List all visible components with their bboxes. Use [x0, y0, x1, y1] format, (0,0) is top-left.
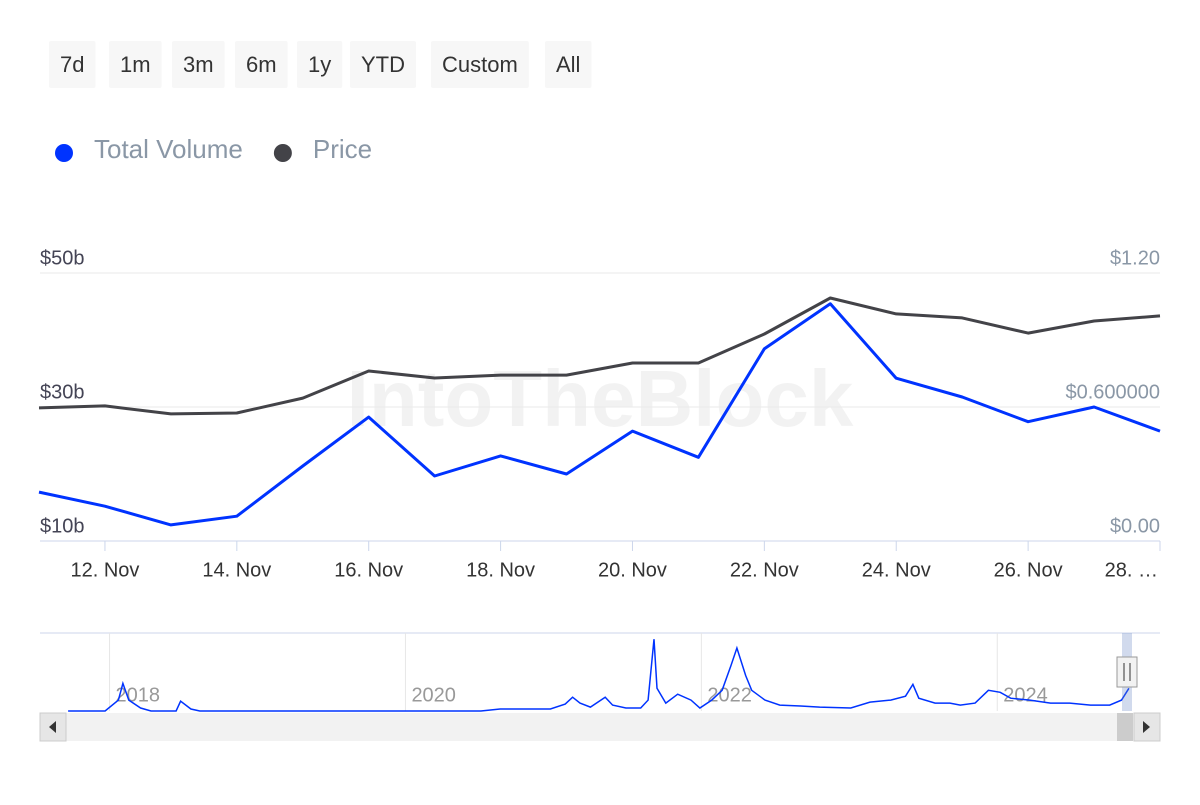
range-button[interactable]: 3m	[172, 41, 225, 88]
legend-label[interactable]: Total Volume	[94, 134, 243, 164]
range-button-label: Custom	[442, 52, 518, 77]
series-line	[38, 296, 1161, 416]
x-tick-label: 18. Nov	[466, 559, 535, 581]
legend-label[interactable]: Price	[313, 134, 372, 164]
scrollbar-thumb[interactable]	[1117, 713, 1133, 741]
range-button-bg	[350, 41, 416, 88]
scrollbar-right-arrow	[1143, 721, 1150, 733]
range-button[interactable]: 6m	[235, 41, 288, 88]
range-button-label: 3m	[183, 52, 214, 77]
range-button-label: 6m	[246, 52, 277, 77]
range-button-label: 1y	[308, 52, 331, 77]
x-tick-label: 26. Nov	[994, 559, 1063, 581]
legend-marker[interactable]	[55, 144, 73, 162]
range-button-bg	[545, 41, 592, 88]
navigator-tick-label: 2018	[116, 684, 161, 706]
x-tick-label: 28. …	[1105, 559, 1158, 581]
range-button[interactable]: YTD	[350, 41, 416, 88]
navigator-tick-label: 2020	[411, 684, 456, 706]
range-button-label: All	[556, 52, 580, 77]
navigator-handle[interactable]	[1116, 656, 1138, 688]
y-tick-label: $10b	[40, 515, 85, 537]
range-button-label: YTD	[361, 52, 405, 77]
range-button-label: 7d	[60, 52, 84, 77]
range-button[interactable]: 1m	[109, 41, 162, 88]
range-button[interactable]: 7d	[49, 41, 96, 88]
range-button[interactable]: Custom	[431, 41, 529, 88]
navigator-line	[68, 639, 1130, 712]
y-tick-label: $30b	[40, 381, 85, 403]
x-tick-label: 14. Nov	[202, 559, 271, 581]
range-button-bg	[297, 41, 343, 88]
range-button-bg	[109, 41, 162, 88]
y2-tick-label: $0.600000	[1065, 381, 1160, 403]
range-button-bg	[235, 41, 288, 88]
range-button-bg	[49, 41, 96, 88]
x-tick-label: 22. Nov	[730, 559, 799, 581]
x-tick-label: 24. Nov	[862, 559, 931, 581]
navigator-tick-label: 2022	[707, 684, 752, 706]
x-tick-label: 20. Nov	[598, 559, 667, 581]
range-button-bg	[172, 41, 225, 88]
series-line	[38, 302, 1161, 527]
scrollbar-left-arrow	[49, 721, 56, 733]
y2-tick-label: $1.20	[1110, 247, 1160, 269]
x-tick-label: 12. Nov	[70, 559, 139, 581]
range-button-label: 1m	[120, 52, 151, 77]
scrollbar-track	[40, 713, 1160, 741]
y2-tick-label: $0.00	[1110, 515, 1160, 537]
range-button[interactable]: 1y	[297, 41, 343, 88]
range-button[interactable]: All	[545, 41, 592, 88]
legend-marker[interactable]	[273, 144, 292, 162]
x-tick-label: 16. Nov	[334, 559, 403, 581]
range-button-bg	[431, 41, 529, 88]
navigator-tick-label: 2024	[1003, 684, 1048, 706]
y-tick-label: $50b	[40, 247, 85, 269]
